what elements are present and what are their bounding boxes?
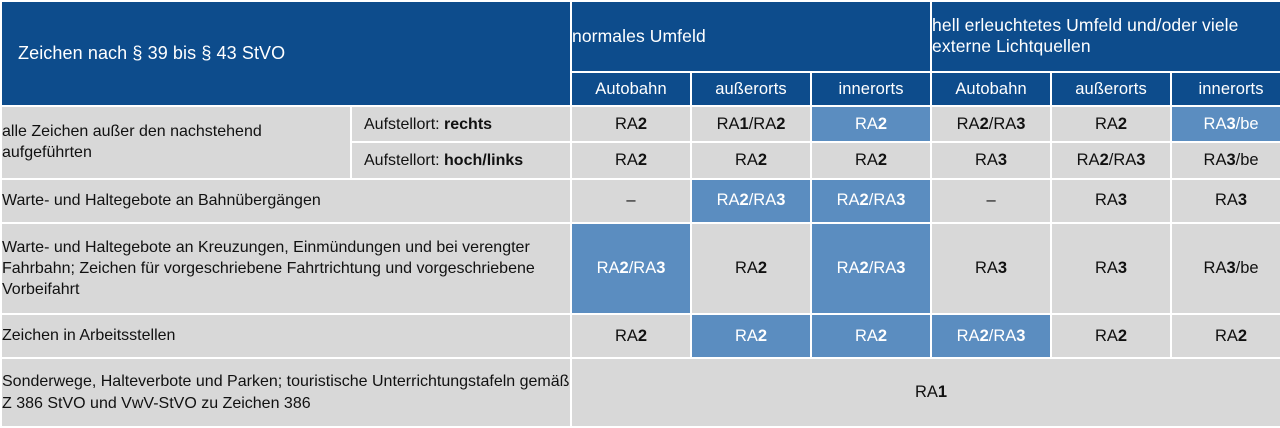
cell-r2s1c2: RA2/RA3 bbox=[692, 179, 811, 223]
table-row: Zeichen in Arbeitsstellen RA2 RA2 RA2 RA2/RA… bbox=[2, 314, 1280, 358]
row-value-all: RA1 bbox=[572, 359, 1280, 426]
row-sublabel: Aufstellort: rechts bbox=[352, 107, 571, 142]
cell-r2s1c5: RA3 bbox=[1052, 179, 1171, 223]
column-header-1: Autobahn bbox=[572, 72, 691, 106]
header-group-normal: normales Umfeld bbox=[572, 2, 931, 71]
cell-r1s2c1: RA2 bbox=[572, 143, 691, 178]
cell-r1s1c1: RA2 bbox=[572, 107, 691, 142]
table-row: Sonderwege, Halteverbote und Parken; tou… bbox=[2, 359, 1280, 426]
column-header-5: außerorts bbox=[1052, 72, 1171, 106]
header-row-columns: Autobahn außerorts innerorts Autobahn außero… bbox=[2, 72, 1280, 106]
table-row: Warte- und Haltegebote an Kreuzungen, Ei… bbox=[2, 224, 1280, 313]
cell-r1s1c2: RA1/RA2 bbox=[692, 107, 811, 142]
cell-r1s2c4: RA3 bbox=[932, 143, 1051, 178]
cell-r3s1c1: RA2/RA3 bbox=[572, 224, 691, 313]
page-title: Zeichen nach § 39 bis § 43 StVO bbox=[2, 2, 571, 106]
cell-r1s2c5: RA2/RA3 bbox=[1052, 143, 1171, 178]
cell-r1s1c4: RA2/RA3 bbox=[932, 107, 1051, 142]
cell-r4s1c3: RA2 bbox=[812, 314, 931, 358]
cell-r1s1c5: RA2 bbox=[1052, 107, 1171, 142]
row-label: Zeichen in Arbeitsstellen bbox=[2, 314, 571, 358]
cell-r3s1c3: RA2/RA3 bbox=[812, 224, 931, 313]
column-header-4: Autobahn bbox=[932, 72, 1051, 106]
table-row: alle Zeichen außer den nachstehend aufge… bbox=[2, 107, 1280, 178]
cell-r3s1c6: RA3/be bbox=[1172, 224, 1280, 313]
cell-r2s1c3: RA2/RA3 bbox=[812, 179, 931, 223]
cell-r2s1c6: RA3 bbox=[1172, 179, 1280, 223]
row-label: Sonderwege, Halteverbote und Parken; tou… bbox=[2, 359, 571, 426]
cell-r1s1c6: RA3/be bbox=[1172, 107, 1280, 142]
cell-r3s1c2: RA2 bbox=[692, 224, 811, 313]
header-row-groups: Zeichen nach § 39 bis § 43 StVO normales … bbox=[2, 2, 1280, 106]
table-row: Warte- und Haltegebote an Bahnübergängen… bbox=[2, 179, 1280, 223]
cell-r4s1c4: RA2/RA3 bbox=[932, 314, 1051, 358]
column-header-2: außerorts bbox=[692, 72, 811, 106]
cell-r3s1c4: RA3 bbox=[932, 224, 1051, 313]
row-sublabel: Aufstellort: hoch/links bbox=[352, 143, 571, 178]
cell-r1s1c3: RA2 bbox=[812, 107, 931, 142]
header-group-bright: hell erleuchtetes Umfeld und/oder viele … bbox=[932, 2, 1280, 71]
cell-r2s1c4: – bbox=[932, 179, 1051, 223]
cell-r1s2c6: RA3/be bbox=[1172, 143, 1280, 178]
cell-r3s1c5: RA3 bbox=[1052, 224, 1171, 313]
cell-r1s2c3: RA2 bbox=[812, 143, 931, 178]
row-label: Warte- und Haltegebote an Bahnübergängen bbox=[2, 179, 571, 223]
table-row: Aufstellort: hoch/links RA2 RA2 RA2 RA3 RA2/R… bbox=[2, 143, 1280, 178]
row-label: Warte- und Haltegebote an Kreuzungen, Ei… bbox=[2, 224, 571, 313]
column-header-3: innerorts bbox=[812, 72, 931, 106]
column-header-6: innerorts bbox=[1172, 72, 1280, 106]
cell-r4s1c6: RA2 bbox=[1172, 314, 1280, 358]
cell-r4s1c2: RA2 bbox=[692, 314, 811, 358]
cell-r2s1c1: – bbox=[572, 179, 691, 223]
row-label: alle Zeichen außer den nachstehend aufge… bbox=[2, 107, 350, 178]
cell-r4s1c5: RA2 bbox=[1052, 314, 1171, 358]
cell-r1s2c2: RA2 bbox=[692, 143, 811, 178]
cell-r4s1c1: RA2 bbox=[572, 314, 691, 358]
